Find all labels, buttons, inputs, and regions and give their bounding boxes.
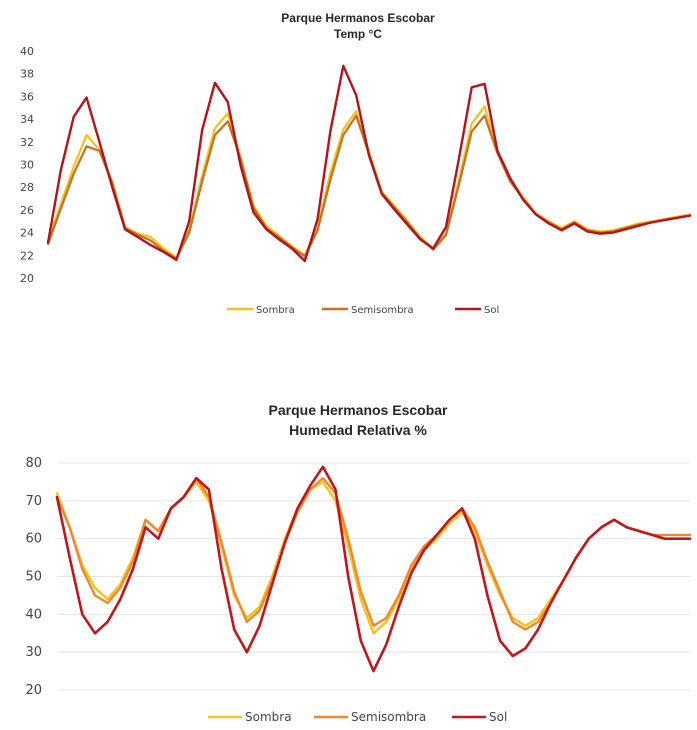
humidity-y-tick-label: 70	[25, 494, 42, 509]
temp-y-tick-label: 36	[20, 90, 34, 103]
humidity-y-tick-label: 20	[25, 683, 42, 698]
temp-y-tick-label: 20	[20, 272, 34, 285]
humidity-y-tick-label: 50	[25, 570, 42, 585]
temp-legend-label-semisombra: Semisombra	[351, 305, 414, 316]
temp-y-tick-label: 38	[20, 68, 34, 81]
humidity-legend-label-sombra: Sombra	[245, 710, 292, 724]
humidity-y-tick-label: 60	[25, 532, 42, 547]
temp-series-line-sombra	[46, 105, 692, 259]
humidity-chart-subtitle: Humedad Relativa %	[289, 422, 427, 438]
temp-legend: Sombra Semisombra Sol	[227, 305, 499, 316]
humidity-series-line-sol	[55, 465, 692, 673]
humidity-y-axis-ticks: 80 70 60 50 40 30 20	[25, 456, 42, 698]
temp-chart: Parque Hermanos Escobar Temp °C 40 38 36 34…	[20, 11, 692, 316]
humidity-chart-title: Parque Hermanos Escobar	[269, 402, 449, 418]
humidity-y-tick-label: 30	[25, 645, 42, 660]
temp-y-tick-label: 40	[20, 45, 34, 58]
humidity-gridlines	[57, 462, 690, 691]
humidity-y-tick-label: 40	[25, 607, 42, 622]
humidity-legend-label-sol: Sol	[489, 710, 507, 724]
temp-legend-label-sol: Sol	[484, 305, 499, 316]
humidity-legend: Sombra Semisombra Sol	[208, 710, 507, 724]
temp-y-axis-ticks: 40 38 36 34 32 30 28 26 24 22 20	[20, 45, 34, 285]
temp-chart-subtitle: Temp °C	[334, 27, 382, 41]
humidity-legend-label-semisombra: Semisombra	[351, 710, 426, 724]
humidity-y-tick-label: 80	[25, 456, 42, 471]
temp-y-tick-label: 24	[20, 227, 34, 240]
temp-y-tick-label: 34	[20, 113, 34, 126]
humidity-chart: Parque Hermanos Escobar Humedad Relativa…	[25, 402, 692, 724]
temp-series-line-semisombra	[46, 114, 692, 260]
temp-series-group	[46, 64, 692, 263]
humidity-series-line-sombra	[55, 480, 692, 635]
temp-y-tick-label: 32	[20, 136, 34, 149]
temp-y-tick-label: 26	[20, 204, 34, 217]
temp-legend-label-sombra: Sombra	[256, 305, 295, 316]
temp-y-tick-label: 30	[20, 159, 34, 172]
temp-series-line-sol	[46, 64, 692, 263]
temp-y-tick-label: 22	[20, 249, 34, 262]
temp-chart-title: Parque Hermanos Escobar	[281, 11, 435, 25]
temp-y-tick-label: 28	[20, 181, 34, 194]
humidity-series-group	[55, 465, 692, 673]
